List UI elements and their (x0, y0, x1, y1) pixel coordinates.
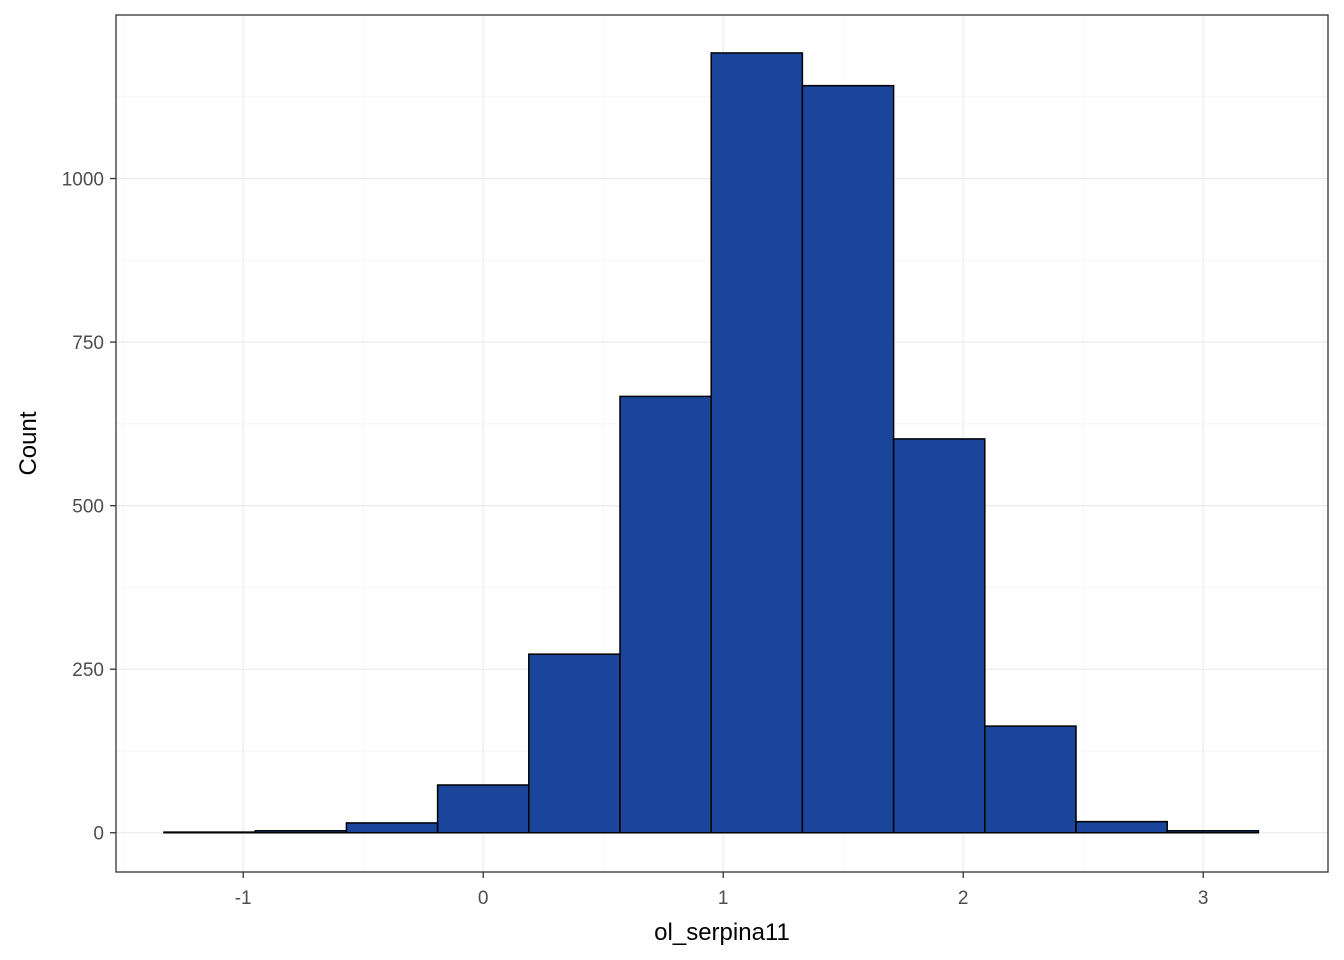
histogram-bars (163, 52, 1260, 834)
x-tick-label: 0 (478, 888, 489, 909)
y-axis: 0 250 500 750 1000 (62, 170, 116, 845)
x-axis-title: ol_serpina11 (654, 919, 790, 946)
histogram-bar (1075, 820, 1168, 834)
histogram-bar (892, 438, 986, 834)
histogram-bar (710, 52, 804, 834)
histogram-bar (984, 725, 1077, 834)
histogram-bar (619, 395, 712, 834)
histogram-bar (801, 84, 895, 834)
y-tick-label: 0 (93, 824, 104, 845)
x-tick-label: 2 (958, 888, 969, 909)
panel-border (115, 14, 1329, 873)
histogram-bar (1166, 830, 1260, 834)
y-axis-title: Count (15, 411, 42, 475)
x-tick-label: -1 (235, 888, 252, 909)
x-tick-label: 1 (718, 888, 729, 909)
x-axis: -1 0 1 2 3 (235, 872, 1209, 909)
histogram-bar (528, 653, 621, 834)
histogram-bar (436, 784, 530, 834)
y-tick-label: 750 (72, 333, 104, 354)
histogram-bar (163, 831, 256, 834)
histogram-bar (254, 830, 348, 834)
y-tick-label: 250 (72, 660, 104, 681)
histogram-bar (345, 822, 439, 834)
x-tick-label: 3 (1198, 888, 1209, 909)
y-tick-label: 1000 (62, 170, 104, 191)
y-tick-label: 500 (72, 497, 104, 518)
